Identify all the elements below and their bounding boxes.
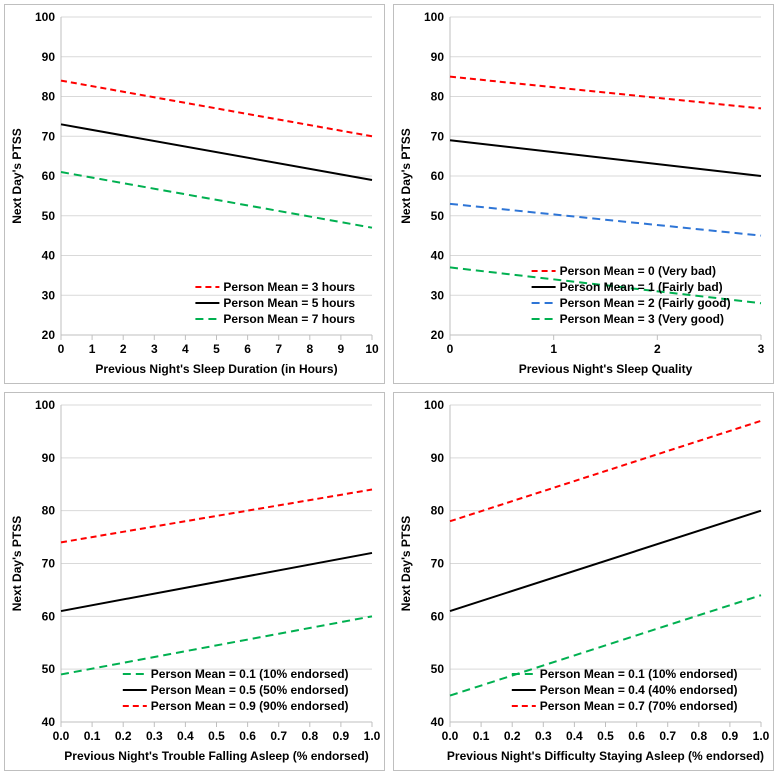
svg-text:0.8: 0.8 — [690, 729, 707, 743]
svg-text:1.0: 1.0 — [753, 729, 770, 743]
svg-text:Person Mean = 3 hours: Person Mean = 3 hours — [223, 280, 355, 294]
svg-text:40: 40 — [42, 715, 56, 729]
svg-text:0.4: 0.4 — [566, 729, 583, 743]
svg-text:40: 40 — [431, 249, 445, 263]
svg-text:Person Mean = 0.1 (10% endorse: Person Mean = 0.1 (10% endorsed) — [151, 667, 349, 681]
svg-text:80: 80 — [42, 504, 56, 518]
svg-text:60: 60 — [42, 169, 56, 183]
svg-text:4: 4 — [182, 342, 189, 356]
svg-text:0.1: 0.1 — [84, 729, 101, 743]
svg-text:60: 60 — [431, 169, 445, 183]
svg-text:0: 0 — [58, 342, 65, 356]
svg-text:0.6: 0.6 — [628, 729, 645, 743]
panel-bottom-right: 40 50 60 70 80 90 100 0.0 0.1 0.2 0.3 0.4 0.5 0.6 0.7 0… — [393, 392, 774, 771]
svg-text:100: 100 — [35, 10, 55, 24]
svg-text:0.0: 0.0 — [442, 729, 459, 743]
svg-text:1: 1 — [89, 342, 96, 356]
svg-text:0.4: 0.4 — [177, 729, 194, 743]
svg-text:0.0: 0.0 — [53, 729, 70, 743]
svg-text:0: 0 — [447, 342, 454, 356]
svg-text:Next Day's PTSS: Next Day's PTSS — [10, 516, 24, 612]
svg-text:2: 2 — [120, 342, 127, 356]
svg-text:30: 30 — [431, 288, 445, 302]
svg-text:1.0: 1.0 — [364, 729, 381, 743]
svg-text:50: 50 — [42, 662, 56, 676]
svg-text:30: 30 — [42, 288, 56, 302]
svg-text:Person Mean = 0.1 (10% endorse: Person Mean = 0.1 (10% endorsed) — [540, 667, 738, 681]
svg-text:0.3: 0.3 — [535, 729, 552, 743]
svg-text:0.9: 0.9 — [722, 729, 739, 743]
svg-text:90: 90 — [431, 50, 445, 64]
svg-text:Next Day's PTSS: Next Day's PTSS — [399, 516, 413, 612]
svg-text:60: 60 — [431, 609, 445, 623]
svg-text:70: 70 — [431, 129, 445, 143]
svg-text:Person Mean = 5 hours: Person Mean = 5 hours — [223, 296, 355, 310]
svg-text:5: 5 — [213, 342, 220, 356]
svg-text:0.7: 0.7 — [659, 729, 676, 743]
svg-text:0.6: 0.6 — [239, 729, 256, 743]
svg-text:20: 20 — [431, 328, 445, 342]
svg-text:6: 6 — [244, 342, 251, 356]
svg-text:0.1: 0.1 — [473, 729, 490, 743]
chart-tl: 20 30 40 50 60 70 80 90 100 0 1 2 3 4 5 6 7 8 9 10 Previous … — [5, 5, 384, 383]
svg-text:Person Mean = 3 (Very good): Person Mean = 3 (Very good) — [560, 312, 724, 326]
svg-text:Person Mean = 0 (Very bad): Person Mean = 0 (Very bad) — [560, 264, 716, 278]
svg-text:0.3: 0.3 — [146, 729, 163, 743]
svg-text:90: 90 — [42, 50, 56, 64]
svg-text:80: 80 — [431, 90, 445, 104]
svg-text:Person Mean = 2 (Fairly good): Person Mean = 2 (Fairly good) — [560, 296, 731, 310]
svg-text:40: 40 — [431, 715, 445, 729]
svg-text:0.8: 0.8 — [301, 729, 318, 743]
svg-text:50: 50 — [42, 209, 56, 223]
svg-text:90: 90 — [42, 451, 56, 465]
svg-text:50: 50 — [431, 209, 445, 223]
svg-text:100: 100 — [424, 10, 444, 24]
svg-text:80: 80 — [42, 90, 56, 104]
svg-text:20: 20 — [42, 328, 56, 342]
svg-text:40: 40 — [42, 249, 56, 263]
chart-bl: 40 50 60 70 80 90 100 0.0 0.1 0.2 0.3 0.4 0.5 0.6 0.7 0… — [5, 393, 384, 770]
svg-text:Person Mean = 1 (Fairly bad): Person Mean = 1 (Fairly bad) — [560, 280, 723, 294]
svg-text:0.2: 0.2 — [504, 729, 521, 743]
chart-br: 40 50 60 70 80 90 100 0.0 0.1 0.2 0.3 0.4 0.5 0.6 0.7 0… — [394, 393, 773, 770]
svg-text:Person Mean = 0.4 (40% endorse: Person Mean = 0.4 (40% endorsed) — [540, 683, 738, 697]
svg-text:3: 3 — [758, 342, 765, 356]
svg-text:Next Day's PTSS: Next Day's PTSS — [10, 128, 24, 224]
svg-text:10: 10 — [365, 342, 379, 356]
panel-bottom-left: 40 50 60 70 80 90 100 0.0 0.1 0.2 0.3 0.4 0.5 0.6 0.7 0… — [4, 392, 385, 771]
svg-text:Next Day's PTSS: Next Day's PTSS — [399, 128, 413, 224]
svg-text:0.7: 0.7 — [270, 729, 287, 743]
svg-text:1: 1 — [550, 342, 557, 356]
svg-text:3: 3 — [151, 342, 158, 356]
svg-text:Person Mean = 0.9 (90% endorse: Person Mean = 0.9 (90% endorsed) — [151, 699, 349, 713]
svg-text:0.5: 0.5 — [597, 729, 614, 743]
svg-text:50: 50 — [431, 662, 445, 676]
svg-text:Previous Night's Sleep Quality: Previous Night's Sleep Quality — [519, 362, 693, 376]
svg-text:9: 9 — [338, 342, 345, 356]
chart-grid: 2030405060708090100012345678910Previous … — [0, 0, 778, 775]
svg-text:0.5: 0.5 — [208, 729, 225, 743]
svg-text:80: 80 — [431, 504, 445, 518]
chart-tr: 20 30 40 50 60 70 80 90 100 0 1 2 3 Previous Night's … — [394, 5, 773, 383]
svg-text:Previous Night's Trouble Falli: Previous Night's Trouble Falling Asleep … — [64, 749, 368, 763]
svg-text:Previous Night's Sleep Duratio: Previous Night's Sleep Duration (in Hour… — [95, 362, 337, 376]
svg-text:Previous Night's Difficulty St: Previous Night's Difficulty Staying Asle… — [447, 749, 764, 763]
svg-text:90: 90 — [431, 451, 445, 465]
svg-text:70: 70 — [42, 129, 56, 143]
svg-text:0.2: 0.2 — [115, 729, 132, 743]
svg-text:7: 7 — [275, 342, 282, 356]
svg-text:2: 2 — [654, 342, 661, 356]
svg-text:Person Mean = 0.7 (70% endorse: Person Mean = 0.7 (70% endorsed) — [540, 699, 738, 713]
svg-text:60: 60 — [42, 609, 56, 623]
svg-text:70: 70 — [42, 557, 56, 571]
svg-text:8: 8 — [306, 342, 313, 356]
svg-text:70: 70 — [431, 557, 445, 571]
svg-text:100: 100 — [424, 398, 444, 412]
svg-text:100: 100 — [35, 398, 55, 412]
svg-text:0.9: 0.9 — [333, 729, 350, 743]
svg-text:Person Mean = 0.5 (50% endorse: Person Mean = 0.5 (50% endorsed) — [151, 683, 349, 697]
panel-top-right: 20 30 40 50 60 70 80 90 100 0 1 2 3 Previous Night's … — [393, 4, 774, 384]
panel-top-left: 20 30 40 50 60 70 80 90 100 0 1 2 3 4 5 6 7 8 9 10 Previous … — [4, 4, 385, 384]
svg-text:Person Mean = 7 hours: Person Mean = 7 hours — [223, 312, 355, 326]
